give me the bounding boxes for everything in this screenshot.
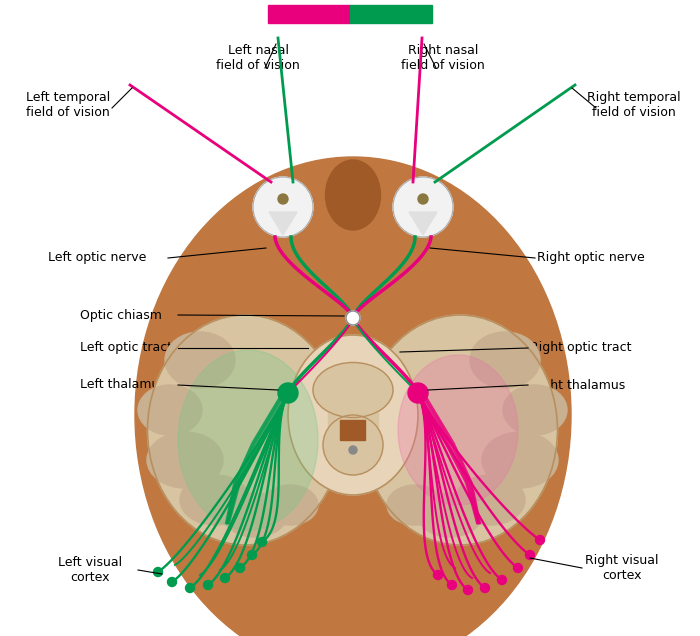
Circle shape <box>235 563 244 572</box>
Text: Left visual
cortex: Left visual cortex <box>58 556 122 584</box>
Ellipse shape <box>313 363 393 417</box>
Ellipse shape <box>482 432 558 488</box>
Text: Right optic nerve: Right optic nerve <box>537 251 645 265</box>
Circle shape <box>258 537 267 546</box>
Text: Optic chiasm: Optic chiasm <box>80 308 162 322</box>
Ellipse shape <box>165 332 235 388</box>
Ellipse shape <box>223 493 287 537</box>
Polygon shape <box>269 212 297 235</box>
Ellipse shape <box>503 385 567 435</box>
Ellipse shape <box>178 350 318 530</box>
Circle shape <box>536 536 545 544</box>
Text: Left optic tract: Left optic tract <box>80 342 172 354</box>
Ellipse shape <box>180 475 250 525</box>
Circle shape <box>204 581 213 590</box>
Text: Right thalamus: Right thalamus <box>530 378 625 392</box>
Circle shape <box>248 551 256 560</box>
Circle shape <box>278 194 288 204</box>
Circle shape <box>433 570 442 579</box>
Circle shape <box>408 383 428 403</box>
Ellipse shape <box>387 485 443 525</box>
Ellipse shape <box>148 315 342 545</box>
Circle shape <box>278 383 298 403</box>
Bar <box>340 420 365 440</box>
Ellipse shape <box>398 355 518 505</box>
Circle shape <box>526 551 535 560</box>
Circle shape <box>480 583 489 593</box>
Circle shape <box>346 311 360 325</box>
Circle shape <box>167 577 176 586</box>
Circle shape <box>349 446 357 454</box>
Ellipse shape <box>135 157 571 636</box>
Ellipse shape <box>470 332 540 388</box>
Circle shape <box>463 586 473 595</box>
Text: Left optic nerve: Left optic nerve <box>48 251 146 265</box>
Text: Right visual
cortex: Right visual cortex <box>585 554 659 582</box>
Ellipse shape <box>323 415 383 475</box>
Text: Right nasal
field of vision: Right nasal field of vision <box>401 44 485 72</box>
Ellipse shape <box>363 315 557 545</box>
Text: Right temporal
field of vision: Right temporal field of vision <box>587 91 681 119</box>
Circle shape <box>514 563 522 572</box>
Ellipse shape <box>418 493 482 537</box>
Text: Left nasal
field of vision: Left nasal field of vision <box>216 44 300 72</box>
Ellipse shape <box>326 160 381 230</box>
Circle shape <box>498 576 507 584</box>
Circle shape <box>153 567 162 576</box>
Ellipse shape <box>288 335 418 495</box>
Circle shape <box>186 583 195 593</box>
Ellipse shape <box>147 432 223 488</box>
Text: Left temporal
field of vision: Left temporal field of vision <box>26 91 110 119</box>
Polygon shape <box>409 212 437 235</box>
Circle shape <box>393 177 453 237</box>
Circle shape <box>220 574 230 583</box>
Circle shape <box>418 194 428 204</box>
Ellipse shape <box>262 485 318 525</box>
Bar <box>328 410 378 440</box>
Circle shape <box>253 177 313 237</box>
Ellipse shape <box>455 475 525 525</box>
Bar <box>268 5 350 23</box>
Text: Left thalamus: Left thalamus <box>80 378 166 392</box>
Ellipse shape <box>138 385 202 435</box>
Text: Right optic tract: Right optic tract <box>530 342 631 354</box>
Circle shape <box>447 581 456 590</box>
Bar <box>350 5 432 23</box>
